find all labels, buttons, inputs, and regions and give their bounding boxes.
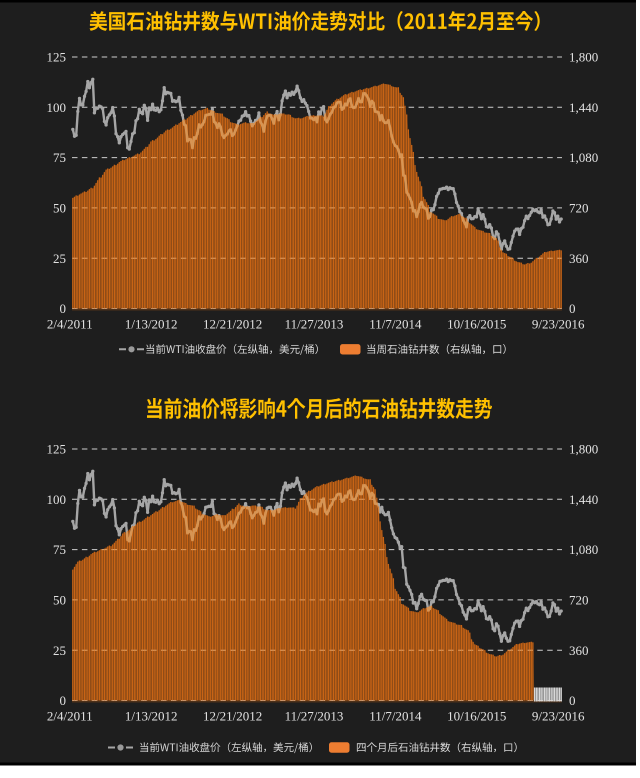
svg-text:75: 75 <box>53 150 66 165</box>
svg-text:1,440: 1,440 <box>569 100 598 115</box>
svg-text:75: 75 <box>53 542 66 557</box>
svg-text:2/4/2011: 2/4/2011 <box>47 708 93 723</box>
svg-text:125: 125 <box>47 50 67 65</box>
svg-text:1,080: 1,080 <box>569 150 598 165</box>
svg-text:100: 100 <box>47 100 67 115</box>
svg-text:1,440: 1,440 <box>569 492 598 507</box>
svg-text:25: 25 <box>53 643 66 658</box>
svg-text:50: 50 <box>53 593 66 608</box>
svg-text:1,800: 1,800 <box>569 442 598 457</box>
svg-text:9/23/2016: 9/23/2016 <box>532 708 585 723</box>
svg-text:1,080: 1,080 <box>569 542 598 557</box>
svg-text:2/4/2011: 2/4/2011 <box>47 316 93 331</box>
svg-text:0: 0 <box>60 301 67 316</box>
svg-text:12/21/2012: 12/21/2012 <box>203 708 262 723</box>
svg-text:1/13/2012: 1/13/2012 <box>125 316 178 331</box>
svg-text:12/21/2012: 12/21/2012 <box>203 316 262 331</box>
svg-text:1/13/2012: 1/13/2012 <box>125 708 178 723</box>
svg-text:360: 360 <box>569 643 589 658</box>
svg-text:11/27/2013: 11/27/2013 <box>285 708 344 723</box>
svg-text:10/16/2015: 10/16/2015 <box>447 316 506 331</box>
svg-text:50: 50 <box>53 201 66 216</box>
svg-text:0: 0 <box>569 693 576 708</box>
svg-text:0: 0 <box>60 693 67 708</box>
svg-text:360: 360 <box>569 251 589 266</box>
svg-text:0: 0 <box>569 301 576 316</box>
svg-text:1,800: 1,800 <box>569 50 598 65</box>
svg-text:125: 125 <box>47 442 67 457</box>
svg-text:720: 720 <box>569 593 589 608</box>
svg-text:10/16/2015: 10/16/2015 <box>447 708 506 723</box>
svg-text:720: 720 <box>569 201 589 216</box>
svg-text:100: 100 <box>47 492 67 507</box>
svg-text:11/27/2013: 11/27/2013 <box>285 316 344 331</box>
svg-text:11/7/2014: 11/7/2014 <box>369 708 422 723</box>
svg-text:11/7/2014: 11/7/2014 <box>369 316 422 331</box>
svg-text:9/23/2016: 9/23/2016 <box>532 316 585 331</box>
svg-text:25: 25 <box>53 251 66 266</box>
